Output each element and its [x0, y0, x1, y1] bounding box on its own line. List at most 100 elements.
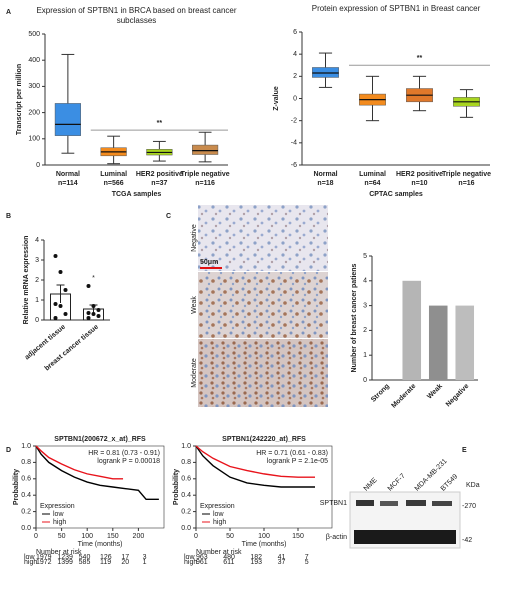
data-point — [91, 312, 96, 316]
y-tick-label: 500 — [28, 31, 40, 38]
scale-label: 50μm — [200, 259, 218, 266]
data-point — [53, 254, 58, 258]
risk-value: 5 — [305, 559, 309, 566]
band — [406, 500, 426, 506]
bar — [455, 305, 475, 380]
risk-title: Number at risk — [196, 549, 242, 556]
y-tick-label: 100 — [28, 136, 40, 143]
y-tick-label: 0.2 — [181, 508, 191, 515]
panel-label: E — [462, 447, 467, 454]
data-point — [96, 314, 101, 318]
risk-name: low — [184, 554, 195, 561]
y-tick-label: 300 — [28, 83, 40, 90]
box — [54, 103, 81, 136]
x-tick-label: Moderate — [391, 383, 418, 410]
y-tick-label: 1.0 — [21, 443, 31, 450]
chart-title: Expression of SPTBN1 in BRCA based on br… — [36, 6, 237, 25]
risk-value: 585 — [79, 559, 91, 566]
y-tick-label: 0.6 — [21, 476, 31, 483]
unit-label: KDa — [466, 482, 480, 489]
data-point — [86, 311, 91, 315]
n-label: n=566 — [104, 180, 124, 187]
x-tick-label: Luminal — [100, 171, 127, 178]
x-tick-label: Normal — [313, 171, 337, 178]
x-tick-label: 0 — [194, 533, 198, 540]
x-tick-label: 150 — [107, 533, 119, 540]
x-tick-label: Triple negative — [442, 171, 491, 178]
chart-title: SPTBN1(200672_x_at)_RFS — [54, 436, 146, 443]
risk-name: high — [24, 559, 37, 566]
y-tick-label: 2 — [293, 73, 297, 80]
band — [354, 530, 456, 544]
y-axis-label: Relative mRNA expression — [23, 236, 30, 325]
risk-value: 20 — [121, 559, 129, 566]
x-tick-label: Weak — [426, 383, 444, 401]
x-tick-label: 0 — [34, 533, 38, 540]
y-tick-label: 2 — [363, 327, 367, 334]
panel-label: B — [6, 213, 11, 220]
risk-name: high — [184, 559, 197, 566]
risk-value: 480 — [223, 554, 235, 561]
n-label: n=18 — [317, 180, 333, 187]
x-tick-label: 50 — [58, 533, 66, 540]
panel-label: C — [166, 213, 171, 220]
x-tick-label: Negative — [445, 383, 471, 409]
y-tick-label: 0.4 — [21, 492, 31, 499]
n-label: n=10 — [411, 180, 427, 187]
y-tick-label: -4 — [291, 140, 297, 147]
risk-name: low — [24, 554, 35, 561]
x-tick-label: 150 — [292, 533, 304, 540]
significance-text: ** — [157, 120, 163, 127]
marker-label: -270 — [462, 503, 476, 510]
y-tick-label: 2 — [35, 277, 39, 284]
y-tick-label: 0 — [293, 95, 297, 102]
data-point — [86, 284, 91, 288]
risk-value: 37 — [278, 559, 286, 566]
y-tick-label: 1 — [35, 297, 39, 304]
data-point — [96, 308, 101, 312]
marker-label: -42 — [462, 537, 472, 544]
x-axis-label: Time (months) — [78, 541, 123, 548]
y-tick-label: 5 — [363, 253, 367, 260]
x-tick-label: HER2 positive — [396, 171, 443, 178]
chart-title: SPTBN1(242220_at)_RFS — [222, 436, 306, 443]
x-tick-label: 200 — [133, 533, 145, 540]
data-point — [63, 288, 68, 292]
logrank-text: logrank P = 0.00018 — [97, 458, 160, 465]
lane-label: NME — [363, 477, 379, 493]
y-tick-label: 0.0 — [21, 525, 31, 532]
y-tick-label: 4 — [35, 237, 39, 244]
risk-value: 611 — [223, 559, 234, 566]
risk-value: 3 — [143, 554, 147, 561]
y-tick-label: 1 — [363, 352, 367, 359]
micrograph-label: Negative — [191, 224, 198, 252]
x-tick-label: HER2 positive — [136, 171, 183, 178]
x-tick-label: 100 — [81, 533, 93, 540]
x-tick-label: 100 — [258, 533, 270, 540]
n-label: n=114 — [58, 180, 78, 187]
chart-title: Protein expression of SPTBN1 in Breast c… — [311, 4, 481, 13]
legend-label: high — [53, 519, 66, 526]
x-tick-label: breast cancer tissue — [44, 324, 100, 373]
logrank-text: logrank P = 2.1e-05 — [267, 458, 328, 465]
risk-title: Number at risk — [36, 549, 82, 556]
band — [432, 501, 452, 506]
x-tick-label: Normal — [56, 171, 80, 178]
n-label: n=116 — [195, 180, 215, 187]
micrograph — [198, 339, 328, 407]
survival-curve — [35, 445, 124, 480]
x-tick-label: Triple negative — [181, 171, 230, 178]
y-tick-label: 400 — [28, 57, 40, 64]
y-tick-label: 1.0 — [181, 443, 191, 450]
significance-text: * — [92, 275, 95, 282]
risk-value: 1239 — [57, 554, 73, 561]
x-tick-label: Luminal — [359, 171, 386, 178]
y-tick-label: 200 — [28, 109, 40, 116]
hr-text: HR = 0.81 (0.73 - 0.91) — [88, 450, 160, 457]
survival-curve — [195, 445, 315, 478]
y-tick-label: 3 — [35, 257, 39, 264]
x-axis-label: Time (months) — [242, 541, 287, 548]
risk-value: 126 — [100, 554, 112, 561]
